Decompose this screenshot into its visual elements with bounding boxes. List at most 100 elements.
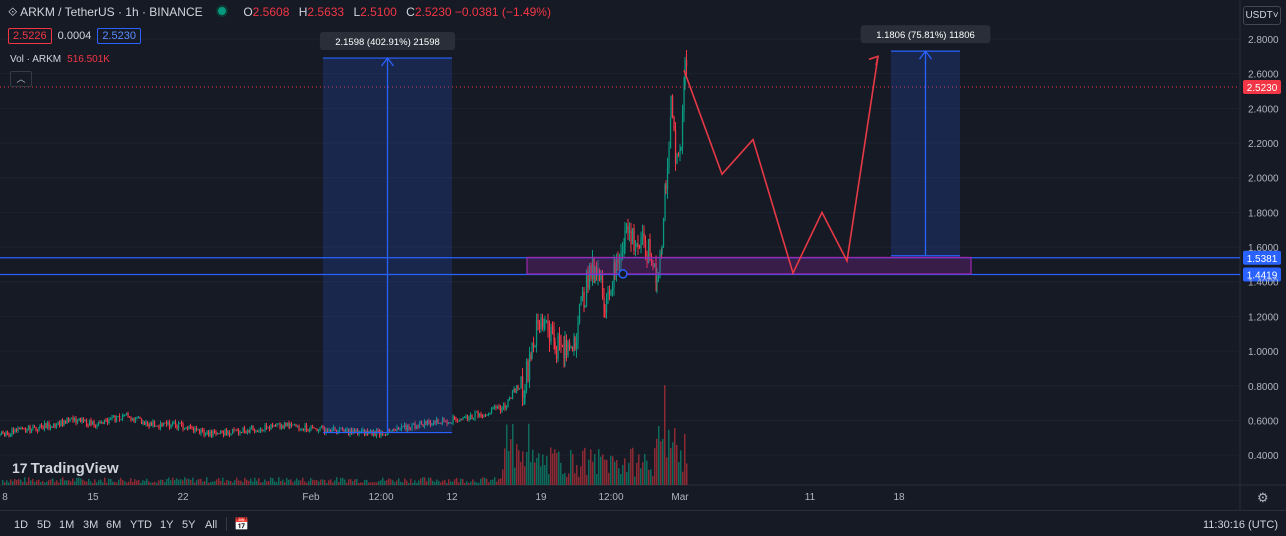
volume-bar — [348, 479, 350, 485]
volume-bar — [272, 478, 274, 485]
candle-body — [78, 418, 80, 421]
demand-zone-box[interactable] — [526, 256, 972, 275]
candle-body — [438, 422, 441, 424]
calendar-icon[interactable]: 📅 — [234, 517, 249, 531]
volume-bar — [202, 481, 204, 485]
collapse-legend-button[interactable]: ︿ — [10, 71, 32, 87]
volume-bar — [302, 477, 304, 485]
candle-body — [200, 429, 202, 435]
anchor-handle[interactable] — [618, 269, 628, 279]
volume-bar — [450, 481, 452, 485]
volume-bar — [166, 479, 168, 485]
volume-bar — [542, 454, 544, 485]
candle-body — [577, 322, 579, 342]
candle-body — [225, 429, 228, 434]
range-1m-button[interactable]: 1M — [59, 519, 75, 531]
candle-body — [90, 419, 92, 425]
candle-body — [468, 417, 470, 420]
candle-body — [15, 429, 18, 431]
volume-bar — [262, 482, 264, 485]
volume-bar — [342, 477, 344, 485]
range-6m-button[interactable]: 6M — [106, 519, 122, 531]
candle-body — [453, 416, 456, 420]
currency-selector[interactable]: USDT˅ — [1243, 6, 1281, 25]
candle-body — [5, 431, 7, 437]
candle-body — [48, 422, 50, 429]
candle-body — [64, 420, 67, 424]
volume-bar — [588, 459, 590, 485]
clock-readout[interactable]: 11:30:16 (UTC) — [1203, 519, 1278, 531]
candle-body — [63, 420, 65, 426]
range-all-button[interactable]: All — [205, 519, 218, 531]
volume-bar — [562, 474, 564, 485]
candle-body — [487, 414, 490, 416]
candle-body — [188, 425, 190, 430]
range-3m-button[interactable]: 3M — [83, 519, 99, 531]
volume-bar — [242, 482, 244, 485]
volume-bar — [316, 480, 318, 485]
volume-bar — [648, 469, 650, 485]
candle-body — [610, 290, 612, 295]
volume-bar — [276, 482, 278, 485]
volume-bar — [290, 479, 292, 485]
range-5y-button[interactable]: 5Y — [182, 519, 196, 531]
level-label: 1.5381 — [1247, 254, 1278, 265]
settings-gear-icon[interactable]: ⚙ — [1257, 490, 1269, 505]
candle-body — [12, 429, 15, 433]
volume-bar — [626, 471, 628, 485]
candle-body — [588, 265, 591, 288]
candle-body — [656, 277, 658, 284]
volume-bar — [362, 482, 364, 485]
volume-bar — [678, 462, 680, 485]
volume-bar — [214, 481, 216, 485]
volume-bar — [368, 482, 370, 485]
measure-left-arrowhead — [380, 56, 395, 67]
volume-bar — [278, 477, 280, 485]
candle-body — [527, 360, 529, 381]
candle-body — [637, 244, 639, 246]
volume-bar — [340, 477, 342, 485]
range-1d-button[interactable]: 1D — [14, 519, 29, 531]
volume-bar — [40, 482, 42, 485]
volume-bar — [638, 454, 640, 485]
volume-bar — [26, 482, 28, 485]
volume-bar — [480, 478, 482, 485]
range-1y-button[interactable]: 1Y — [160, 519, 174, 531]
candle-body — [106, 420, 109, 423]
candle-body — [3, 433, 6, 437]
symbol-title[interactable]: ARKM / TetherUS · 1h · BINANCE — [20, 5, 203, 19]
volume-bar — [216, 479, 218, 485]
drawings[interactable]: 2.5230 1.5381 1.4419 2.1598 (402.91%) 21598… — [0, 25, 1281, 434]
candle-body — [484, 415, 487, 417]
candle-body — [358, 432, 360, 435]
buy-price-box[interactable]: 2.5230 — [97, 28, 141, 44]
volume-bar — [304, 481, 306, 485]
candle-body — [531, 342, 533, 360]
candle-body — [45, 423, 47, 428]
candle-body — [18, 428, 21, 430]
volume-bar — [398, 478, 400, 485]
candle-body — [60, 419, 62, 427]
candle-body — [11, 429, 13, 435]
range-5d-button[interactable]: 5D — [37, 519, 52, 531]
candle-body — [493, 406, 496, 408]
candle-body — [399, 428, 401, 430]
candle-body — [209, 431, 211, 436]
sell-price-box[interactable]: 2.5226 — [8, 28, 52, 44]
volume-bar — [474, 481, 476, 485]
volume-bar — [78, 477, 80, 485]
candle-body — [420, 421, 423, 425]
volume-bar — [84, 481, 86, 485]
volume-bar — [466, 481, 468, 485]
volume-bar — [18, 478, 20, 485]
volume-bar — [76, 477, 78, 485]
range-ytd-button[interactable]: YTD — [130, 519, 152, 531]
candle-body — [469, 414, 472, 418]
volume-bar — [200, 478, 202, 485]
projection-path[interactable] — [683, 56, 879, 276]
candle-body — [474, 412, 476, 419]
candle-body — [73, 418, 76, 421]
candle-body — [595, 266, 598, 276]
candle-body — [290, 424, 293, 426]
